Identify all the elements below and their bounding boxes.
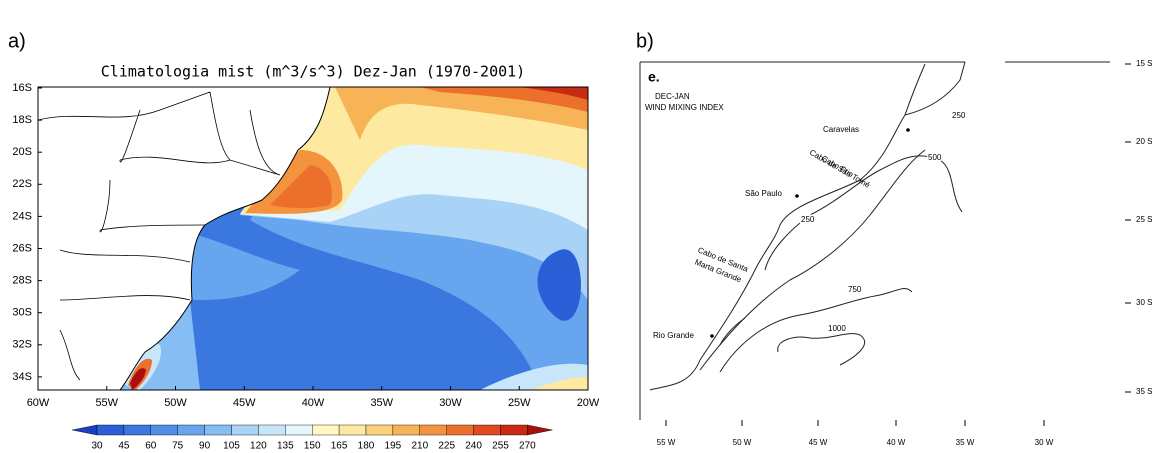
colorbar-cell [392,424,420,436]
place-name: Caravelas [823,125,859,134]
lon-label: 50W [164,397,187,409]
colorbar-cell [204,424,232,436]
lat-label: 30S [12,307,32,319]
panel-heading: e. [648,69,660,85]
lon-label: 60W [27,397,50,409]
lat-label: 20 S [1136,137,1152,146]
lon-label: 25W [508,397,531,409]
colorbar-label: 45 [118,441,130,452]
colorbar-label: 180 [358,441,375,452]
lon-label: 45 W [809,438,828,447]
colorbar-cell [150,424,178,436]
panel-heading: WIND MIXING INDEX [645,103,724,112]
colorbar-label: 195 [385,441,402,452]
colorbar-label: 165 [331,441,348,452]
colorbar-cell [419,424,447,436]
lon-label: 35 W [956,438,975,447]
colorbar-label: 210 [411,441,428,452]
lon-label: 40W [302,397,325,409]
contour-label: 750 [848,285,862,294]
lon-label: 20W [577,397,600,409]
colorbar-cell [96,424,125,436]
lat-label: 35 S [1136,387,1152,396]
lat-label: 20S [12,146,32,158]
lat-label: 34S [12,371,32,383]
panel-heading: DEC-JAN [655,92,690,101]
colorbar-cell [338,424,367,436]
colorbar-cell [258,424,286,436]
colorbar-label: 255 [492,441,509,452]
lon-label: 50 W [733,438,752,447]
colorbar-cell [123,424,152,436]
lat-label: 30 S [1136,298,1152,307]
colorbar-label: 75 [172,441,184,452]
lat-label: 24S [12,210,32,222]
place-name: São Paulo [745,189,782,198]
colorbar-label: 150 [304,441,321,452]
panel-label: b) [636,30,654,52]
place-name: Cabo Frio [820,154,855,180]
place-name: Rio Grande [653,331,694,340]
lat-label: 28S [12,275,32,287]
colorbar-label: 105 [223,441,240,452]
lat-label: 22S [12,178,32,190]
colorbar-cell [285,424,313,436]
contour-label: 1000 [828,324,846,333]
colorbar-cell [446,424,474,436]
colorbar-cell [365,424,394,436]
map-title: Climatologia mist (m^3/s^3) Dez-Jan (197… [101,63,525,81]
contour-label: 250 [801,215,815,224]
colorbar-cell [231,424,259,436]
colorbar-label: 60 [145,441,157,452]
lon-label: 55 W [657,438,676,447]
contour-label: 250 [952,111,966,120]
lon-label: 55W [95,397,118,409]
colorbar-cell [527,424,553,436]
lon-label: 30W [439,397,462,409]
lon-label: 45W [233,397,256,409]
colorbar-cell [473,424,501,436]
contour-map [37,86,589,391]
colorbar-cell [177,424,205,436]
lat-label: 16S [12,82,32,94]
lat-label: 18S [12,114,32,126]
place-dots [710,128,910,338]
colorbar-label: 270 [519,441,536,452]
colorbar-label: 90 [199,441,211,452]
panel-label: a) [8,30,26,52]
contour-label: 500 [928,153,942,162]
lon-label: 30 W [1035,438,1054,447]
lat-label: 15 S [1136,59,1152,68]
lat-label: 26S [12,242,32,254]
colorbar-cell [312,424,340,436]
contour-diagram [639,61,1110,420]
colorbar-label: 135 [277,441,294,452]
colorbar-label: 225 [438,441,455,452]
colorbar-label: 120 [250,441,267,452]
lat-label: 32S [12,339,32,351]
colorbar-label: 240 [465,441,482,452]
colorbar-label: 30 [91,441,103,452]
colorbar-cell [71,424,98,436]
lat-label: 25 S [1136,215,1152,224]
colorbar-cell [500,424,528,436]
lon-label: 40 W [887,438,906,447]
lon-label: 35W [370,397,393,409]
